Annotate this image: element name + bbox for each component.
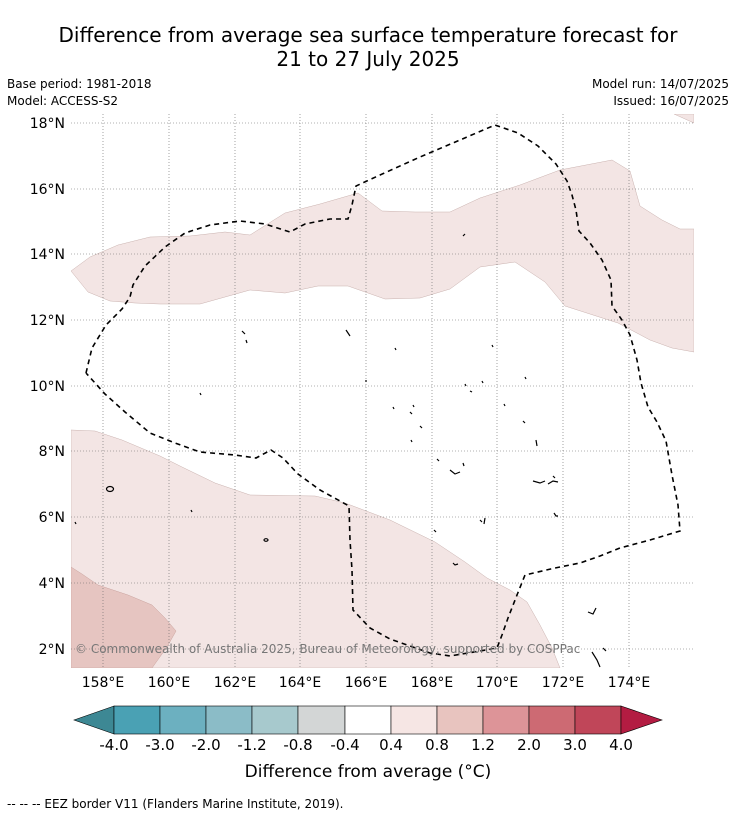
lon-tick-160e: 160°E bbox=[148, 675, 191, 691]
colorbar-label: 4.0 bbox=[609, 736, 633, 754]
lat-tick-14n: 14°N bbox=[30, 247, 65, 263]
lat-tick-10n: 10°N bbox=[30, 379, 65, 395]
colorbar-extend-low bbox=[73, 705, 115, 735]
colorbar-bin-7 bbox=[436, 705, 484, 735]
colorbar-label: 0.4 bbox=[379, 736, 403, 754]
colorbar-label: -4.0 bbox=[99, 736, 129, 754]
lat-tick-6n: 6°N bbox=[39, 510, 65, 526]
base-period: Base period: 1981-2018 bbox=[7, 77, 152, 91]
colorbar-bin-6 bbox=[390, 705, 438, 735]
colorbar-bin-5 bbox=[344, 705, 392, 735]
colorbar bbox=[73, 705, 663, 735]
anomaly-region-south bbox=[71, 429, 561, 668]
colorbar-bin-4 bbox=[297, 705, 346, 735]
colorbar-label: -0.4 bbox=[330, 736, 360, 754]
lon-tick-168e: 168°E bbox=[411, 675, 454, 691]
lon-tick-158e: 158°E bbox=[82, 675, 125, 691]
colorbar-label: -0.8 bbox=[283, 736, 313, 754]
colorbar-bin-0 bbox=[113, 705, 161, 735]
model-run-date: Model run: 14/07/2025 bbox=[591, 77, 729, 91]
chart-title-line2: 21 to 27 July 2025 bbox=[276, 47, 460, 71]
anomaly-band-corner bbox=[673, 114, 694, 124]
colorbar-label: -2.0 bbox=[191, 736, 221, 754]
lat-tick-18n: 18°N bbox=[30, 116, 65, 132]
lat-tick-4n: 4°N bbox=[39, 576, 65, 592]
lat-tick-12n: 12°N bbox=[30, 313, 65, 329]
lat-tick-8n: 8°N bbox=[39, 444, 65, 460]
colorbar-bin-9 bbox=[528, 705, 576, 735]
colorbar-label: 2.0 bbox=[517, 736, 541, 754]
model-name: Model: ACCESS-S2 bbox=[7, 94, 119, 108]
issued-date: Issued: 16/07/2025 bbox=[613, 94, 729, 108]
colorbar-bin-2 bbox=[205, 705, 253, 735]
anomaly-patch-deeper bbox=[71, 566, 177, 668]
chart-title-line1: Difference from average sea surface temp… bbox=[58, 23, 678, 47]
colorbar-label: 3.0 bbox=[563, 736, 587, 754]
colorbar-label: -1.2 bbox=[237, 736, 267, 754]
islands bbox=[74, 233, 607, 668]
lon-tick-166e: 166°E bbox=[345, 675, 388, 691]
colorbar-label: -3.0 bbox=[145, 736, 175, 754]
colorbar-bin-8 bbox=[482, 705, 530, 735]
eez-border bbox=[85, 124, 681, 657]
lon-tick-170e: 170°E bbox=[476, 675, 519, 691]
lon-tick-172e: 172°E bbox=[542, 675, 585, 691]
lat-tick-2n: 2°N bbox=[39, 642, 65, 658]
lat-tick-16n: 16°N bbox=[30, 182, 65, 198]
colorbar-bin-10 bbox=[574, 705, 622, 735]
colorbar-label: 1.2 bbox=[471, 736, 495, 754]
colorbar-title: Difference from average (°C) bbox=[244, 762, 492, 782]
anomaly-band-north bbox=[71, 159, 694, 353]
colorbar-label: 0.8 bbox=[425, 736, 449, 754]
gridlines bbox=[71, 114, 694, 668]
lon-tick-164e: 164°E bbox=[279, 675, 322, 691]
colorbar-bin-1 bbox=[159, 705, 207, 735]
colorbar-bin-3 bbox=[251, 705, 299, 735]
lon-tick-174e: 174°E bbox=[608, 675, 651, 691]
lon-tick-162e: 162°E bbox=[214, 675, 257, 691]
copyright-notice: © Commonwealth of Australia 2025, Bureau… bbox=[75, 642, 580, 656]
colorbar-extend-high bbox=[620, 705, 663, 735]
eez-legend-note: -- -- -- EEZ border V11 (Flanders Marine… bbox=[7, 797, 344, 811]
